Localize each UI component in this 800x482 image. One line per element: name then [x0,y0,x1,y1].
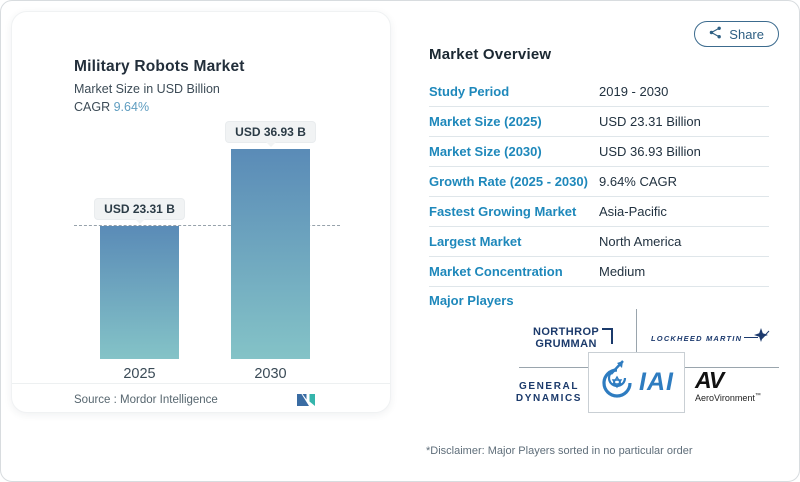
iai-text: IAI [639,368,674,396]
av-mark-text: AV [695,367,724,393]
grumman-text: GRUMMAN [535,337,597,350]
source-label: Source : [74,394,117,406]
row-label: Growth Rate (2025 - 2030) [429,174,588,189]
bar-group-2025: USD 23.31 B [95,199,184,359]
dynamics-text: DYNAMICS [515,392,583,404]
row-value: Asia-Pacific [599,204,667,219]
share-button[interactable]: Share [694,21,779,47]
share-icon [709,26,722,42]
table-row: Fastest Growing Market Asia-Pacific [429,197,769,227]
iai-swirl-icon [599,360,635,405]
row-label: Largest Market [429,234,522,249]
major-players-label: Major Players [429,293,514,308]
general-text: GENERAL [518,381,580,392]
share-label: Share [729,26,764,42]
general-dynamics-logo: GENERAL DYNAMICS [501,381,597,404]
northrop-text: NORTHROP [533,326,600,338]
mordor-intelligence-logo-icon [296,392,320,413]
trademark-symbol: ™ [754,393,761,399]
bar-value-pill-2030: USD 36.93 B [226,122,315,147]
table-row: Market Concentration Medium [429,257,769,287]
table-row: Largest Market North America [429,227,769,257]
reference-dashed-line [74,225,340,226]
cagr-value: 9.64% [113,100,150,114]
northrop-grumman-logo: NORTHROP GRUMMAN [533,326,614,350]
cagr-label: CAGR [74,100,111,114]
iai-logo: IAI [588,352,685,413]
bar-2025[interactable] [100,226,179,359]
cagr-line: CAGR 9.64% [74,100,245,114]
market-overview-table: Study Period 2019 - 2030 Market Size (20… [429,77,769,287]
lockheed-martin-logo: LOCKHEED MARTIN [651,328,770,349]
chart-card: Military Robots Market Market Size in US… [11,11,391,413]
disclaimer-text: *Disclaimer: Major Players sorted in no … [426,445,693,457]
lockheed-star-icon [744,328,770,349]
table-row: Market Size (2025) USD 23.31 Billion [429,107,769,137]
table-row: Growth Rate (2025 - 2030) 9.64% CAGR [429,167,769,197]
row-value: North America [599,234,682,249]
chart-subtitle: Market Size in USD Billion [74,82,220,96]
row-value: 2019 - 2030 [599,84,669,99]
chart-header: Military Robots Market Market Size in US… [74,58,245,114]
bar-value-pill-2025: USD 23.31 B [95,199,184,224]
row-label: Market Concentration [429,264,563,279]
row-value: USD 36.93 Billion [599,144,701,159]
x-axis-label-2025: 2025 [123,366,156,382]
aerovironment-logo: AV AeroVironment™ [695,367,761,404]
northrop-bracket-icon [602,328,614,344]
players-vertical-divider [636,309,637,368]
market-overview-heading: Market Overview [429,46,552,63]
aerovironment-text: AeroVironment [695,393,755,403]
lockheed-martin-text: LOCKHEED MARTIN [651,334,743,343]
chart-title: Military Robots Market [74,58,245,75]
row-value: USD 23.31 Billion [599,114,701,129]
source-row: Source : Mordor Intelligence [74,394,218,406]
row-value: 9.64% CAGR [599,174,678,189]
bar-2030[interactable] [231,149,310,359]
row-label: Market Size (2025) [429,114,542,129]
table-row: Study Period 2019 - 2030 [429,77,769,107]
bar-group-2030: USD 36.93 B [226,122,315,359]
row-label: Market Size (2030) [429,144,542,159]
x-axis-label-2030: 2030 [254,366,287,382]
row-value: Medium [599,264,646,279]
source-value: Mordor Intelligence [120,394,218,406]
row-label: Study Period [429,84,510,99]
source-divider [12,383,390,384]
row-label: Fastest Growing Market [429,204,577,219]
table-row: Market Size (2030) USD 36.93 Billion [429,137,769,167]
